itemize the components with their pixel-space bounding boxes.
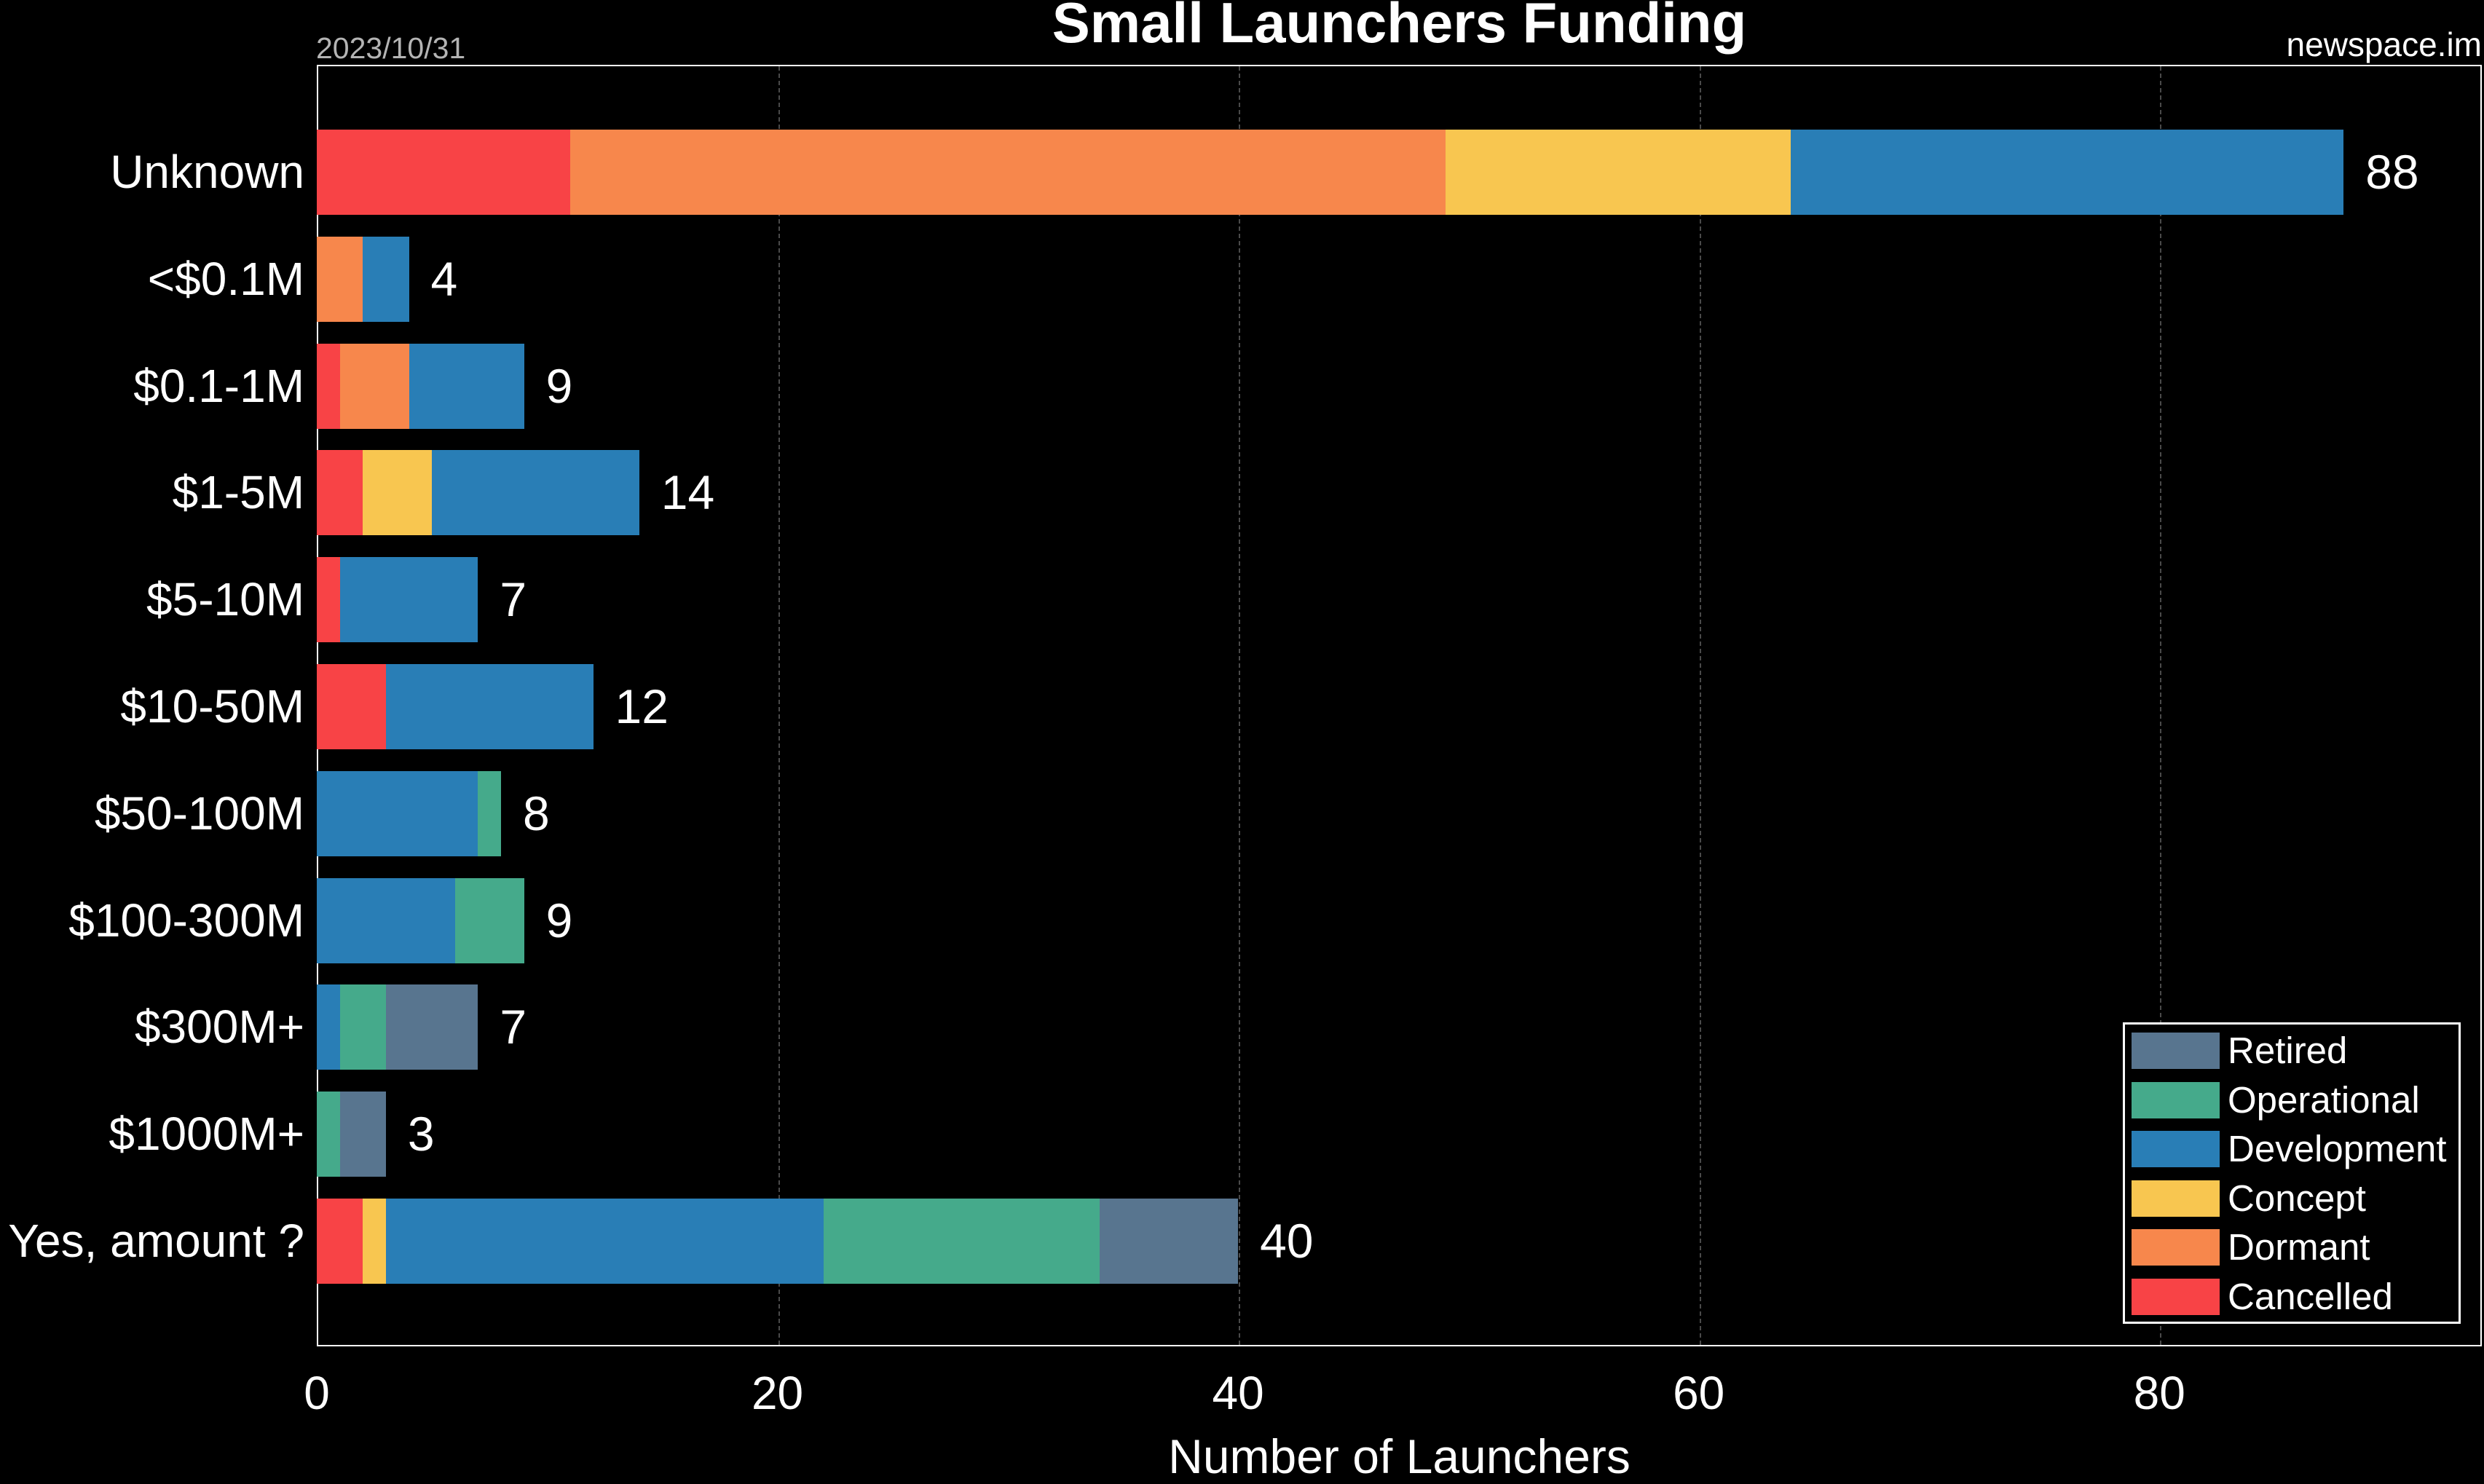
bar-value-label: 9: [545, 893, 573, 947]
gridline: [1239, 66, 1241, 1345]
bar-segment-retired: [385, 984, 478, 1070]
bar-segment-concept: [1445, 130, 1791, 215]
bar-segment-cancelled: [317, 1199, 363, 1284]
legend-label: Concept: [2228, 1177, 2366, 1219]
bar-segment-operational: [823, 1199, 1100, 1284]
bar-value-label: 3: [407, 1107, 435, 1161]
gridline: [1699, 66, 1701, 1345]
y-category-label: $300M+: [134, 1000, 304, 1054]
chart-title: Small Launchers Funding: [1052, 0, 1747, 55]
gridline: [2160, 66, 2162, 1345]
bar-value-label: 14: [661, 465, 715, 520]
bar-segment-operational: [454, 877, 524, 963]
legend-swatch: [2132, 1279, 2220, 1315]
bar-segment-concept: [363, 1199, 386, 1284]
x-axis-label: Number of Launchers: [1168, 1429, 1631, 1483]
y-category-label: $5-10M: [146, 573, 304, 626]
legend-swatch: [2132, 1081, 2220, 1118]
bar-segment-cancelled: [317, 664, 386, 749]
bar-value-label: 4: [430, 251, 458, 306]
legend: Retired Operational Development Concept Dorm…: [2123, 1022, 2461, 1324]
y-category-label: $1-5M: [172, 466, 304, 519]
bar-segment-dormant: [317, 236, 363, 322]
bar-segment-development: [385, 664, 594, 749]
bar-value-label: 88: [2365, 145, 2419, 199]
bar-segment-operational: [478, 770, 502, 856]
bar-segment-development: [432, 450, 639, 536]
legend-item-cancelled: Cancelled: [2132, 1276, 2452, 1317]
legend-item-dormant: Dormant: [2132, 1226, 2452, 1268]
bar-segment-development: [317, 984, 340, 1070]
plot-area: [317, 65, 2482, 1346]
bar-value-label: 12: [615, 679, 669, 733]
bar-segment-dormant: [569, 130, 1446, 215]
legend-item-retired: Retired: [2132, 1030, 2452, 1071]
bar-segment-operational: [339, 984, 386, 1070]
bar-segment-operational: [317, 1092, 340, 1177]
bar-segment-concept: [363, 450, 433, 536]
bar-segment-development: [339, 557, 478, 643]
x-tick-label: 60: [1673, 1367, 1725, 1419]
legend-swatch: [2132, 1033, 2220, 1069]
legend-label: Development: [2228, 1128, 2447, 1170]
legend-label: Operational: [2228, 1078, 2420, 1121]
bar-segment-development: [385, 1199, 824, 1284]
bar-segment-cancelled: [317, 343, 340, 429]
y-category-label: <$0.1M: [147, 252, 304, 305]
bar-segment-development: [363, 236, 409, 322]
x-tick-label: 40: [1212, 1367, 1264, 1419]
y-category-label: $100-300M: [68, 893, 304, 947]
bar-segment-retired: [339, 1092, 386, 1177]
y-category-label: $0.1-1M: [133, 359, 304, 412]
legend-swatch: [2132, 1180, 2220, 1217]
legend-item-development: Development: [2132, 1128, 2452, 1170]
bar-value-label: 8: [523, 786, 550, 840]
source-label: newspace.im: [2286, 25, 2482, 63]
x-tick-label: 0: [304, 1367, 330, 1419]
x-tick-label: 20: [751, 1367, 804, 1419]
bar-segment-development: [1791, 130, 2344, 215]
x-tick-label: 80: [2133, 1367, 2185, 1419]
legend-label: Retired: [2228, 1030, 2348, 1071]
legend-item-concept: Concept: [2132, 1177, 2452, 1219]
bar-segment-development: [317, 877, 455, 963]
bar-segment-dormant: [339, 343, 409, 429]
date-label: 2023/10/31: [316, 31, 466, 65]
bar-segment-cancelled: [317, 450, 363, 536]
y-category-label: $1000M+: [109, 1108, 304, 1161]
bar-value-label: 9: [545, 358, 573, 413]
bar-segment-cancelled: [317, 557, 340, 643]
legend-label: Dormant: [2228, 1226, 2370, 1268]
legend-swatch: [2132, 1229, 2220, 1266]
y-category-label: Yes, amount ?: [8, 1215, 304, 1267]
legend-label: Cancelled: [2228, 1276, 2393, 1317]
legend-item-operational: Operational: [2132, 1078, 2452, 1121]
bar-value-label: 40: [1260, 1214, 1314, 1268]
gridline: [778, 66, 780, 1345]
bar-segment-development: [409, 343, 524, 429]
bar-value-label: 7: [500, 572, 527, 627]
bar-value-label: 7: [500, 1000, 527, 1054]
bar-segment-cancelled: [317, 130, 570, 215]
bar-segment-development: [317, 770, 478, 856]
y-category-label: Unknown: [110, 146, 304, 198]
y-category-label: $50-100M: [94, 786, 304, 840]
bar-segment-retired: [1100, 1199, 1239, 1284]
legend-swatch: [2132, 1131, 2220, 1168]
y-category-label: $10-50M: [120, 680, 304, 733]
